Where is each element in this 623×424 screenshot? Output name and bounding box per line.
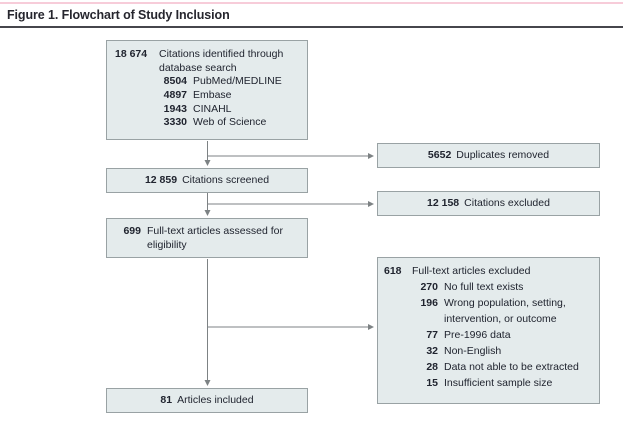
reason-count: 270 bbox=[420, 280, 438, 293]
citations-excluded-label: Citations excluded bbox=[464, 196, 550, 209]
exclusion-reason-row: 77 Pre-1996 data bbox=[412, 328, 593, 344]
citations-excluded-row: 12 158 Citations excluded bbox=[378, 192, 599, 215]
reason-label: Data not able to be extracted bbox=[444, 360, 579, 373]
exclusion-reason-row: 196 Wrong population, setting, intervent… bbox=[412, 296, 593, 328]
reason-count: 196 bbox=[420, 296, 438, 309]
identified-label: Citations identified through database se… bbox=[159, 48, 284, 74]
source-label: Embase bbox=[193, 88, 232, 101]
reason-count: 77 bbox=[426, 328, 438, 341]
citations-excluded-count: 12 158 bbox=[427, 196, 460, 209]
fulltext-excluded-label: Full-text articles excluded bbox=[412, 265, 531, 277]
reason-count: 15 bbox=[426, 376, 438, 389]
figure-title: Figure 1. Flowchart of Study Inclusion bbox=[7, 8, 230, 22]
identified-source-row: 8504 PubMed/MEDLINE bbox=[159, 75, 299, 89]
source-label: Web of Science bbox=[193, 116, 267, 129]
exclusion-reason-row: 15 Insufficient sample size bbox=[412, 376, 593, 392]
reason-label: Wrong population, setting, intervention,… bbox=[444, 296, 566, 325]
box-citations-identified: 18 674 Citations identified through data… bbox=[106, 40, 308, 140]
source-label: PubMed/MEDLINE bbox=[193, 75, 282, 88]
screened-label: Citations screened bbox=[182, 173, 270, 186]
reason-label: Pre-1996 data bbox=[444, 328, 511, 341]
duplicates-row: 5652 Duplicates removed bbox=[378, 144, 599, 167]
exclusion-reason-row: 270 No full text exists bbox=[412, 280, 593, 296]
exclusion-reason-row: 32 Non-English bbox=[412, 344, 593, 360]
duplicates-count: 5652 bbox=[427, 148, 452, 161]
identified-source-row: 3330 Web of Science bbox=[159, 116, 299, 130]
box-articles-included: 81 Articles included bbox=[106, 388, 308, 413]
screened-row: 12 859 Citations screened bbox=[107, 169, 307, 192]
duplicates-label: Duplicates removed bbox=[456, 148, 550, 161]
header-top-rule bbox=[0, 2, 623, 4]
reason-label: Non-English bbox=[444, 344, 502, 357]
box-duplicates-removed: 5652 Duplicates removed bbox=[377, 143, 600, 168]
included-row: 81 Articles included bbox=[107, 389, 307, 412]
identified-main-row: 18 674 Citations identified through data… bbox=[115, 48, 299, 75]
source-count: 4897 bbox=[163, 88, 187, 101]
box-citations-screened: 12 859 Citations screened bbox=[106, 168, 308, 193]
reason-label: Insufficient sample size bbox=[444, 376, 553, 389]
identified-source-row: 1943 CINAHL bbox=[159, 103, 299, 117]
reason-label: No full text exists bbox=[444, 280, 524, 293]
source-count: 8504 bbox=[163, 75, 187, 88]
fulltext-excluded-count: 618 bbox=[384, 265, 402, 277]
identified-source-row: 4897 Embase bbox=[159, 89, 299, 103]
included-count: 81 bbox=[160, 393, 173, 406]
included-label: Articles included bbox=[177, 393, 254, 406]
fulltext-assessed-count: 699 bbox=[123, 225, 141, 237]
reason-count: 28 bbox=[426, 360, 438, 373]
identified-count: 18 674 bbox=[115, 48, 148, 60]
header-bottom-rule bbox=[0, 26, 623, 28]
exclusion-reason-row: 28 Data not able to be extracted bbox=[412, 360, 593, 376]
box-citations-excluded: 12 158 Citations excluded bbox=[377, 191, 600, 216]
box-fulltext-assessed: 699 Full-text articles assessed for elig… bbox=[106, 218, 308, 258]
box-fulltext-excluded: 618 Full-text articles excluded 270 No f… bbox=[377, 257, 600, 404]
fulltext-excluded-main-row: 618 Full-text articles excluded bbox=[384, 264, 593, 280]
reason-count: 32 bbox=[426, 344, 438, 357]
fulltext-assessed-row: 699 Full-text articles assessed for elig… bbox=[115, 225, 299, 252]
screened-count: 12 859 bbox=[144, 173, 178, 186]
source-count: 3330 bbox=[163, 116, 187, 129]
source-count: 1943 bbox=[163, 102, 187, 115]
source-label: CINAHL bbox=[193, 102, 232, 115]
fulltext-assessed-label: Full-text articles assessed for eligibil… bbox=[147, 225, 283, 251]
